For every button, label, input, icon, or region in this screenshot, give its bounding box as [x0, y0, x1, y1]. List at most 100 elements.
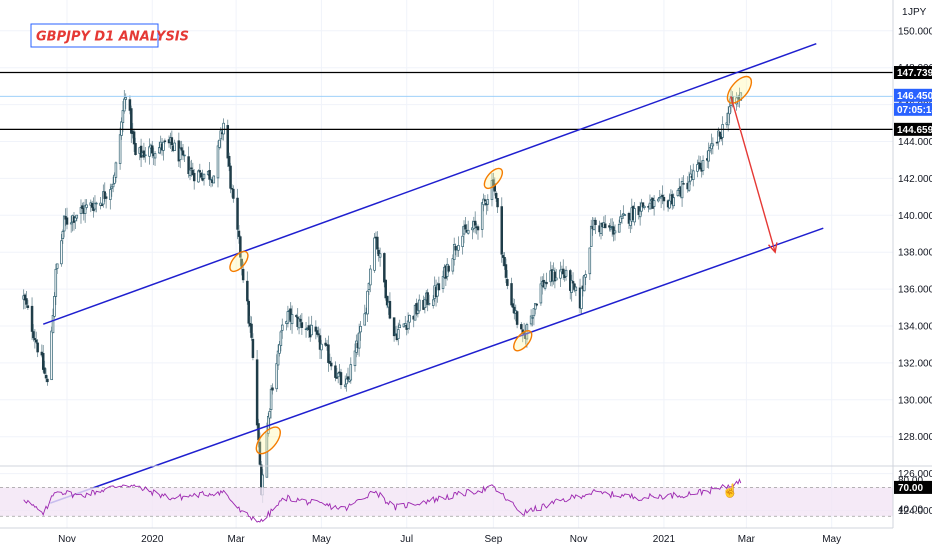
candle-body [398, 324, 401, 329]
candle-body [408, 314, 411, 323]
candle-body [473, 220, 477, 226]
candle-body [202, 173, 206, 179]
marked-point-ellipse[interactable] [723, 72, 756, 107]
rsi-y-tick-label: 40.00 [898, 505, 923, 516]
candle-body [130, 108, 133, 134]
currency-label-prefix: 1 [902, 7, 908, 18]
candle-body [307, 325, 311, 331]
candle-body [208, 169, 211, 180]
marked-point-ellipse[interactable] [252, 423, 285, 458]
candle-body [290, 314, 294, 325]
candle-body [623, 214, 627, 216]
candle-body [682, 183, 685, 185]
price-tag [894, 122, 932, 136]
candle-body [111, 183, 115, 188]
price-tag-label: 147.739 [897, 68, 932, 79]
candle-body [114, 162, 118, 178]
candle-body [55, 263, 59, 269]
candle-body [496, 197, 499, 208]
candle-body [50, 330, 53, 381]
candle-body [447, 265, 450, 272]
candle-body [715, 141, 719, 144]
candle-body [201, 177, 204, 181]
candle-body [726, 112, 730, 126]
candle-body [359, 325, 362, 333]
candle-body [662, 197, 666, 202]
y-tick-label: 126.000 [898, 469, 932, 480]
candle-body [515, 311, 519, 325]
candle-body [701, 160, 705, 171]
candle-body [188, 169, 192, 177]
candle-body [83, 205, 87, 214]
candle-body [271, 387, 274, 391]
candle-body [436, 284, 439, 297]
candle-body [385, 295, 389, 306]
candle-body [148, 146, 151, 157]
candle-body [247, 300, 250, 324]
candle-body [339, 372, 343, 386]
candle-body [648, 202, 652, 210]
candle-body [573, 283, 576, 290]
candle-body [237, 230, 241, 237]
candle-body [170, 137, 174, 146]
candle-body [23, 294, 27, 301]
candle-body [297, 318, 301, 329]
marked-point-ellipse[interactable] [481, 165, 506, 191]
candle-body [480, 202, 484, 230]
candle-body [324, 342, 327, 346]
candle-body [95, 202, 98, 205]
candle-body [534, 303, 537, 310]
candle-body [219, 130, 223, 140]
projection-arrow-group [730, 96, 778, 254]
candle-body [532, 308, 536, 317]
candle-body [281, 324, 284, 331]
candle-body [699, 162, 702, 170]
candle-body [33, 338, 37, 341]
candle-body [43, 367, 46, 374]
candle-body [79, 207, 83, 214]
candle-body [513, 306, 516, 314]
candle-body [638, 210, 642, 218]
candle-body [192, 172, 196, 182]
candle-body [388, 300, 392, 319]
candle-body [613, 230, 617, 234]
x-tick-label: Mar [228, 534, 246, 545]
candle-body [53, 295, 56, 317]
candle-body [93, 202, 97, 210]
marked-point-ellipse[interactable] [510, 328, 535, 354]
candle-body [588, 247, 592, 275]
projection-arrow-line[interactable] [730, 96, 776, 253]
candle-body [54, 268, 58, 297]
candle-body [574, 286, 578, 292]
x-tick-label: Nov [58, 534, 76, 545]
channel-lower-line[interactable] [49, 227, 824, 504]
candle-body [190, 167, 193, 170]
candle-body [668, 199, 671, 209]
candle-body [599, 223, 603, 234]
candle-body [680, 181, 684, 199]
candle-body [406, 320, 410, 329]
candle-body [327, 344, 330, 363]
candle-body [120, 121, 123, 136]
candle-body [183, 154, 186, 157]
horizontal-levels [0, 71, 893, 130]
candle-body [503, 257, 506, 267]
candle-body [543, 282, 547, 289]
candle-body [580, 287, 583, 309]
candle-body [501, 255, 505, 258]
marked-point-ellipse[interactable] [227, 248, 252, 274]
candle-body [377, 249, 380, 257]
candle-body [441, 276, 445, 289]
candle-body [128, 99, 132, 111]
candle-body [343, 384, 347, 387]
candle-body [418, 299, 421, 312]
candle-body [696, 164, 699, 172]
candle-body [494, 192, 498, 199]
candle-body [269, 388, 273, 410]
candle-body [65, 217, 69, 225]
candle-body [432, 299, 435, 306]
channel-upper-line[interactable] [42, 43, 817, 325]
candle-body [692, 170, 695, 180]
y-tick-label: 140.000 [898, 211, 932, 222]
